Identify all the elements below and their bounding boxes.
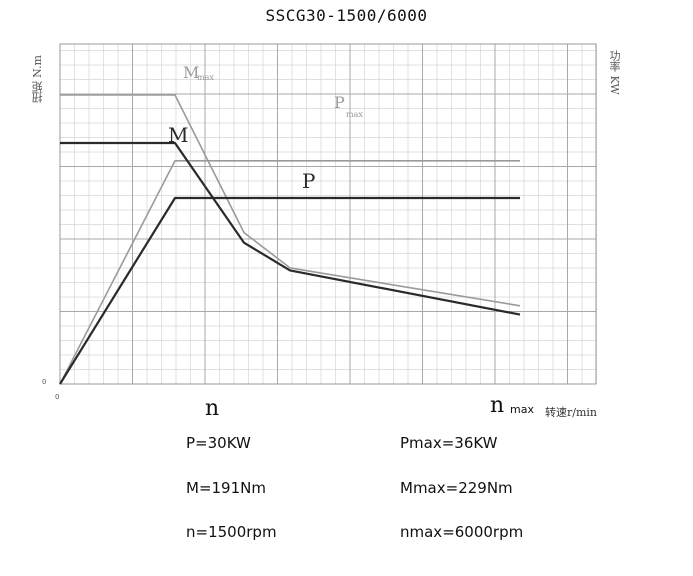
series-label-pmax: P [334,93,345,112]
plot-frame [59,43,597,385]
series-line-p [59,196,520,385]
y-axis-label-power: 功率 KW [608,50,621,95]
series-line-mmax [60,94,521,307]
spec-power-max: Pmax=36KW [400,434,498,452]
spec-speed: n=1500rpm [186,523,277,541]
series-line-pmax [59,160,520,385]
series-label-p: P [302,169,315,193]
series-label-m: M [168,123,188,147]
x-axis-label: 转速r/min [545,406,597,419]
series-label-mmax-sub: max [197,73,214,82]
y-zero-label: 0 [42,378,47,386]
x-tick-nmax: n [490,393,505,418]
spec-torque-max: Mmax=229Nm [400,479,513,497]
x-tick-nmax-subscript: max [510,403,534,416]
spec-speed-max: nmax=6000rpm [400,523,524,541]
series-line-m [60,141,521,316]
x-zero-label: 0 [55,393,60,401]
series-label-mmax: M [183,63,199,82]
series-label-pmax-sub: max [346,110,363,119]
spec-power: P=30KW [186,434,251,452]
y-axis-label-torque: 扭矩 N.m [31,55,44,104]
chart-title: SSCG30-1500/6000 [265,6,428,25]
x-tick-n: n [205,396,220,421]
spec-torque: M=191Nm [186,479,266,497]
